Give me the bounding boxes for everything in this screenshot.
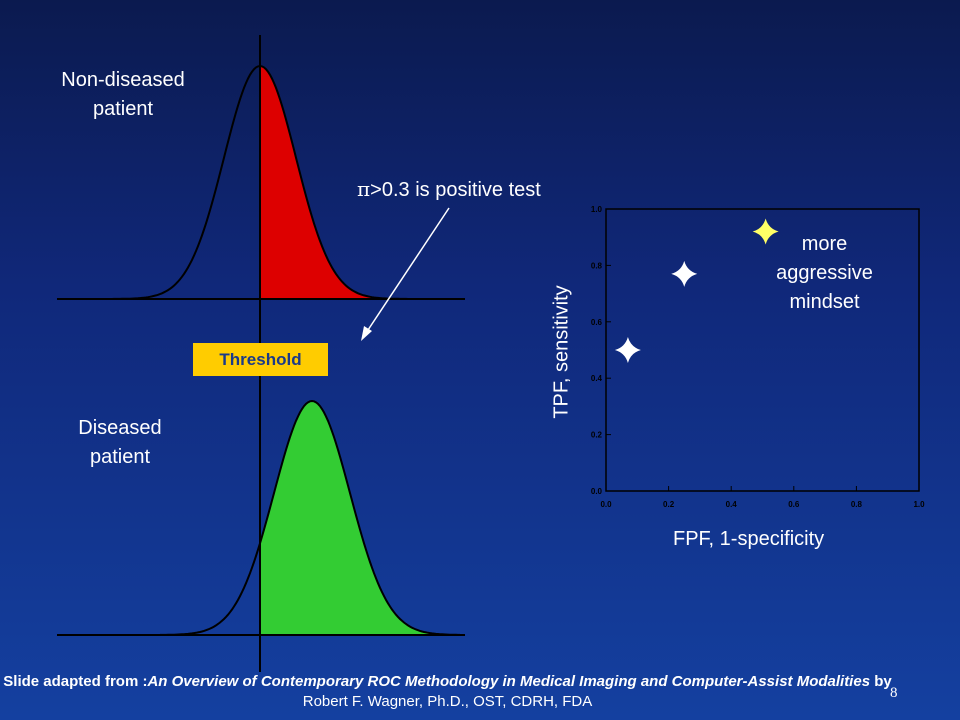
roc-x-tick-label: 0.4 — [726, 500, 738, 509]
roc-plot: 0.0 0.2 0.4 0.6 0.8 1.0 0.0 0.2 0.4 0.6 0.8 1.0 — [591, 205, 925, 509]
aggressive-label-line2: aggressive — [776, 262, 873, 284]
roc-y-tick-label: 0.6 — [591, 318, 603, 327]
aggressive-mindset-label: more aggressive mindset — [752, 230, 897, 317]
diseased-label: Diseased patient — [45, 414, 195, 472]
threshold-badge: Threshold — [193, 343, 328, 376]
roc-x-tick-label: 0.8 — [851, 500, 863, 509]
non-diseased-curve — [110, 64, 410, 300]
non-diseased-positive-area — [260, 66, 410, 299]
roc-y-tick-label: 0.8 — [591, 261, 603, 270]
diseased-curve — [160, 399, 460, 636]
roc-y-tick-label: 1.0 — [591, 205, 603, 214]
roc-x-tick-label: 0.2 — [663, 500, 675, 509]
aggressive-label-line3: mindset — [789, 291, 860, 313]
diseased-label-line1: Diseased — [78, 417, 162, 439]
credit-by: by — [870, 673, 892, 690]
credit-lead: Slide adapted from : — [3, 673, 148, 690]
roc-x-tick-label: 0.0 — [600, 500, 612, 509]
pointer-arrow — [361, 207, 450, 341]
positive-test-text: >0.3 is positive test — [370, 179, 541, 201]
aggressive-label-line1: more — [801, 233, 848, 255]
roc-point-1 — [614, 337, 641, 363]
non-diseased-label-line1: Non-diseased — [61, 69, 185, 91]
diseased-label-line2: patient — [89, 446, 151, 468]
non-diseased-label-line2: patient — [92, 98, 154, 120]
diseased-positive-area — [260, 401, 460, 635]
roc-y-axis-label: TPF, sensitivity — [550, 285, 573, 419]
roc-point-2 — [671, 260, 698, 287]
non-diseased-label: Non-diseased patient — [38, 66, 208, 124]
positive-test-label: π>0.3 is positive test — [357, 177, 541, 202]
credit-title: An Overview of Contemporary ROC Methodol… — [147, 673, 871, 690]
roc-x-axis-label: FPF, 1-specificity — [673, 528, 825, 550]
roc-point-3 — [752, 218, 779, 245]
roc-x-tick-label: 1.0 — [913, 500, 925, 509]
pi-symbol: π — [357, 177, 371, 201]
credit-author: Robert F. Wagner, Ph.D., OST, CDRH, FDA — [302, 693, 593, 710]
slide-credit: Slide adapted from :An Overview of Conte… — [0, 672, 895, 712]
roc-y-tick-label: 0.0 — [591, 487, 603, 496]
roc-plot-frame — [605, 208, 920, 492]
distributions — [57, 35, 465, 672]
roc-y-tick-label: 0.2 — [591, 431, 603, 440]
roc-y-tick-label: 0.4 — [591, 374, 603, 383]
roc-x-tick-label: 0.6 — [788, 500, 800, 509]
page-number: 8 — [890, 685, 898, 701]
